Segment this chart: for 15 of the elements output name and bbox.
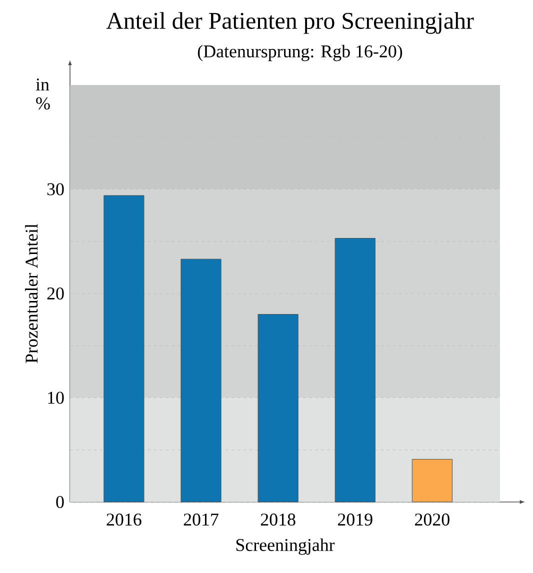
x-axis-title: Screeningjahr xyxy=(236,538,335,555)
y-tick-label: 20 xyxy=(47,287,64,300)
chart-title: Anteil der Patienten pro Screeningjahr xyxy=(106,12,474,34)
bar xyxy=(334,238,376,502)
x-tick-label: 2020 xyxy=(415,514,450,526)
x-tick-label: 2019 xyxy=(338,514,372,526)
text: in % xyxy=(36,78,50,110)
chart-subtitle: (Datenursprung: Rgb 16-20) xyxy=(198,44,402,62)
y-tick-label: 10 xyxy=(48,392,64,404)
y-tick-label: 30 xyxy=(47,183,64,196)
x-tick-label: 2017 xyxy=(184,514,218,526)
x-tick-label: 2018 xyxy=(260,514,296,526)
y-tick-label: 0 xyxy=(56,496,64,508)
y-axis-title: Prozentualer Anteil xyxy=(25,224,38,363)
x-tick-label: 2016 xyxy=(106,514,142,526)
